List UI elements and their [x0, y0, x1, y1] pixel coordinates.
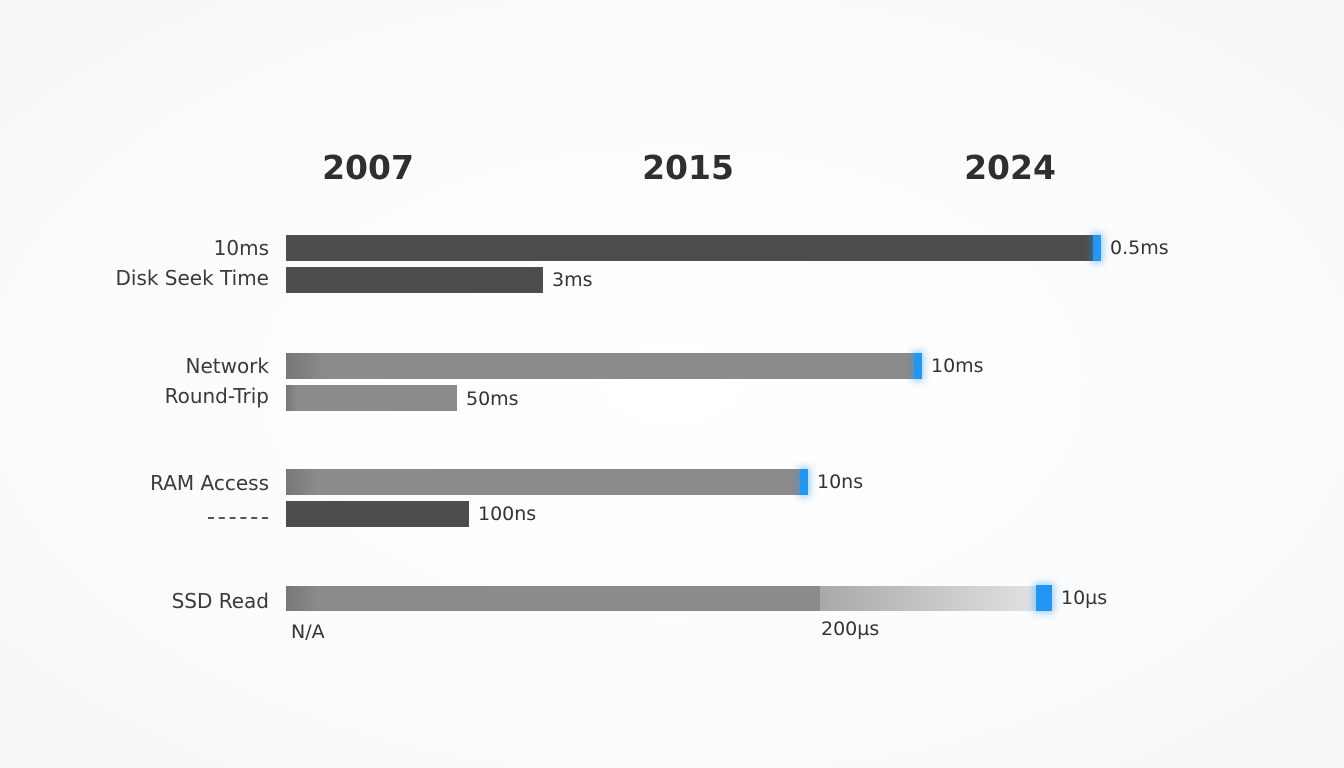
value-label-ssd-na: N/A — [291, 621, 325, 643]
bar-disk-b — [286, 267, 543, 293]
value-label-ssd: 10µs — [1061, 587, 1108, 609]
bar-ram-b — [286, 501, 469, 527]
bar-network-a — [286, 353, 914, 379]
value-label-disk-b: 3ms — [552, 269, 593, 291]
value-label-ssd-200us: 200µs — [821, 618, 880, 640]
year-label-2015: 2015 — [642, 148, 734, 187]
bar-marker-disk-a — [1093, 235, 1101, 261]
value-label-ram-b: 100ns — [478, 503, 537, 525]
bar-marker-ram-a — [800, 469, 808, 495]
dashed-placeholder-line — [208, 517, 268, 519]
category-label-disk-line1: 10ms — [213, 236, 269, 260]
value-label-ram-a: 10ns — [817, 471, 864, 493]
year-label-2024: 2024 — [964, 148, 1056, 187]
bar-disk-a — [286, 235, 1093, 261]
bar-network-b — [286, 385, 457, 411]
value-label-network-a: 10ms — [931, 355, 984, 377]
bar-ssd-fade — [820, 586, 1036, 611]
bar-marker-ssd — [1036, 585, 1052, 611]
bar-marker-network-a — [914, 353, 922, 379]
bar-ssd-solid — [286, 586, 820, 611]
category-label-ssd: SSD Read — [171, 589, 269, 613]
value-label-network-b: 50ms — [466, 388, 519, 410]
category-label-ram: RAM Access — [150, 471, 269, 495]
value-label-disk-a: 0.5ms — [1110, 237, 1169, 259]
category-label-network-line2: Round-Trip — [164, 384, 269, 408]
year-label-2007: 2007 — [322, 148, 414, 187]
category-label-network-line1: Network — [185, 354, 269, 378]
bar-ram-a — [286, 469, 800, 495]
category-label-disk-line2: Disk Seek Time — [115, 266, 269, 290]
